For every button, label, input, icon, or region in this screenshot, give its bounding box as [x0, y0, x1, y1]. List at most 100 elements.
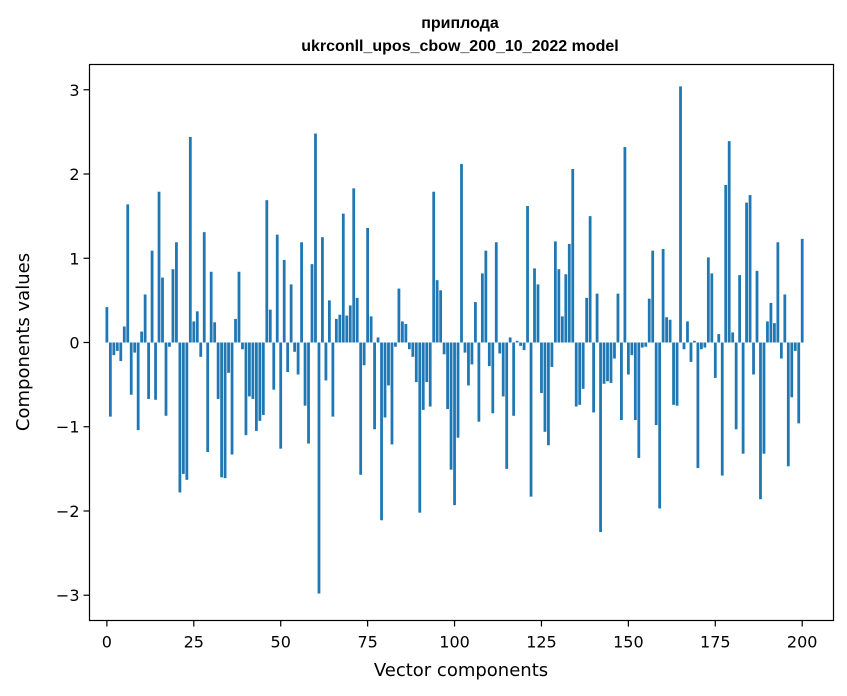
bar [710, 273, 714, 343]
bar [766, 321, 769, 343]
bar [227, 342, 230, 373]
bar [136, 342, 140, 431]
bar [300, 242, 303, 343]
bar [171, 269, 175, 343]
bar [175, 242, 178, 343]
chart-subtitle: ukrconll_upos_cbow_200_10_2022 model [301, 38, 618, 55]
bar [533, 268, 536, 343]
bar [453, 342, 456, 506]
bar [800, 238, 804, 343]
bar [738, 275, 742, 343]
bar [143, 294, 147, 343]
bar [192, 321, 196, 343]
bar [769, 302, 773, 343]
bar [168, 342, 171, 347]
bar [602, 342, 606, 384]
bar [157, 191, 161, 343]
bar [265, 200, 269, 343]
bar [595, 293, 599, 343]
bar [348, 305, 352, 343]
bar [745, 202, 748, 343]
bar [234, 318, 237, 343]
bar [522, 342, 526, 351]
bar [609, 342, 613, 383]
bar [241, 342, 244, 350]
bar [623, 147, 627, 343]
bar [321, 237, 324, 343]
bar [411, 342, 415, 357]
bar [147, 342, 150, 399]
x-tick-label: 0 [102, 633, 112, 652]
bar [209, 271, 213, 343]
bar [526, 206, 529, 343]
bar [779, 342, 783, 359]
bar [425, 342, 429, 383]
bar [564, 274, 568, 343]
x-axis-label: Vector components [374, 660, 548, 681]
bar [366, 227, 370, 343]
bar [275, 234, 279, 343]
bar [606, 342, 609, 382]
bar [620, 342, 623, 420]
bar [567, 243, 571, 343]
bar [460, 163, 463, 343]
bar [748, 195, 752, 343]
bar [592, 342, 595, 413]
bar [289, 284, 293, 343]
bar [505, 342, 509, 469]
bar [647, 298, 651, 343]
bar [498, 342, 502, 354]
bar [724, 184, 728, 343]
bar [439, 290, 443, 343]
y-axis: −3 −2 −1 0 1 2 3 [56, 81, 90, 605]
bar [446, 342, 449, 410]
bar [129, 342, 133, 395]
bar [338, 314, 342, 343]
bar [435, 280, 439, 343]
bar [369, 316, 373, 343]
bar [536, 284, 540, 343]
bar [206, 342, 210, 453]
bar [543, 342, 547, 432]
bar [713, 342, 717, 378]
bar [352, 188, 356, 343]
bar [254, 342, 258, 431]
bar [630, 342, 634, 356]
bar [644, 342, 648, 347]
x-tick-label: 150 [613, 633, 644, 652]
bar [407, 342, 411, 350]
x-tick-label: 175 [700, 633, 731, 652]
y-tick-label: 3 [69, 81, 79, 100]
bar [432, 191, 436, 343]
bar [307, 342, 310, 444]
bar [696, 342, 700, 469]
bar [251, 342, 255, 399]
bar [773, 323, 776, 343]
bar [115, 342, 119, 351]
x-tick-label: 50 [271, 633, 291, 652]
bar [762, 342, 766, 454]
bar [258, 342, 262, 421]
bar [578, 342, 582, 405]
bar [588, 216, 592, 343]
bar [560, 316, 564, 343]
bar [547, 342, 550, 446]
bar [658, 342, 662, 509]
bar [519, 342, 522, 346]
bar [651, 250, 655, 343]
bar [734, 342, 738, 430]
bar [456, 342, 460, 438]
bar [585, 297, 589, 343]
bar [133, 342, 137, 353]
bar [220, 342, 223, 478]
bar [501, 342, 505, 397]
bar [581, 342, 585, 389]
bar [755, 270, 759, 343]
bar [783, 294, 787, 343]
bar [790, 342, 794, 398]
bar [675, 342, 679, 406]
bar [571, 168, 575, 343]
bar [244, 342, 248, 436]
bar [296, 342, 300, 375]
